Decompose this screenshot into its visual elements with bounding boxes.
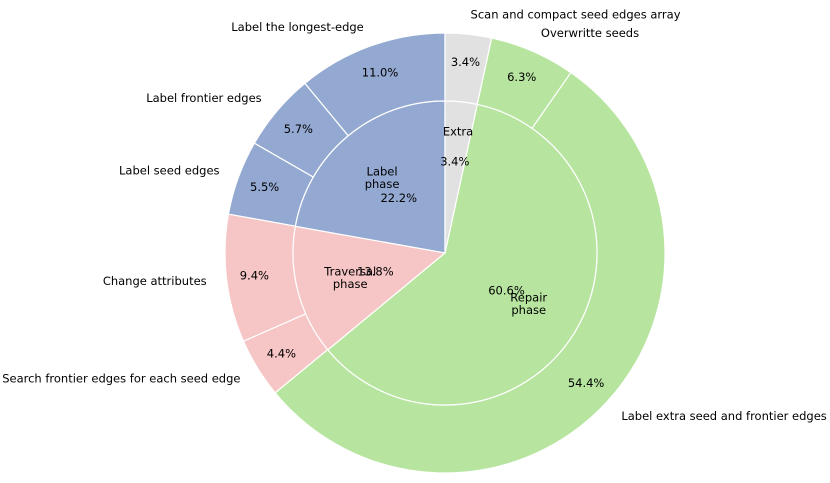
outer-percent-overwritte-seeds: 6.3% [507,70,536,84]
inner-wedge-repair-phase [327,103,598,406]
inner-label-extra: Extra [443,125,473,139]
outer-percent-labels: 11.0% 5.7% 5.5% 9.4% 4.4% 54.4% 6.3% 3.4% [240,55,605,390]
outer-label-label-seed-edges: Label seed edges [119,164,220,178]
outer-percent-search-frontier-edges-for-each-seed-edge: 4.4% [267,346,296,360]
inner-percent-label-phase: 22.2% [380,191,417,205]
inner-label-label-phase: Label phase [365,165,400,192]
inner-ring [292,100,598,406]
outer-label-label-the-longest-edge: Label the longest-edge [231,20,364,34]
inner-percent-traversal-phase: 13.8% [357,264,394,278]
inner-wedge-label-phase [294,100,446,254]
outer-percent-label-extra-seed-and-frontier-edges: 54.4% [568,376,605,390]
outer-label-label-frontier-edges: Label frontier edges [146,91,261,105]
outer-label-change-attributes: Change attributes [103,274,207,288]
inner-label-traversal-phase: Traversal phase [323,265,376,292]
outer-percent-label-the-longest-edge: 11.0% [362,65,399,79]
inner-label-repair-phase: Repair phase [510,291,547,318]
outer-percent-change-attributes: 9.4% [240,269,269,283]
inner-wedge-extra [444,100,478,254]
outer-label-overwritte-seeds: Overwritte seeds [541,26,639,40]
inner-percent-extra: 3.4% [440,155,469,169]
outer-label-label-extra-seed-and-frontier-edges: Label extra seed and frontier edges [621,409,826,423]
inner-percent-repair-phase: 60.6% [488,283,525,297]
outer-category-labels: Label the longest-edge Label frontier edg… [2,7,827,422]
outer-label-search-frontier-edges-for-each-seed-edge: Search frontier edges for each seed edge [2,372,240,386]
outer-percent-scan-and-compact-seed-edges-array: 3.4% [451,55,480,69]
outer-label-scan-and-compact-seed-edges-array: Scan and compact seed edges array [471,7,681,21]
outer-percent-label-seed-edges: 5.5% [250,180,279,194]
outer-percent-label-frontier-edges: 5.7% [284,122,313,136]
